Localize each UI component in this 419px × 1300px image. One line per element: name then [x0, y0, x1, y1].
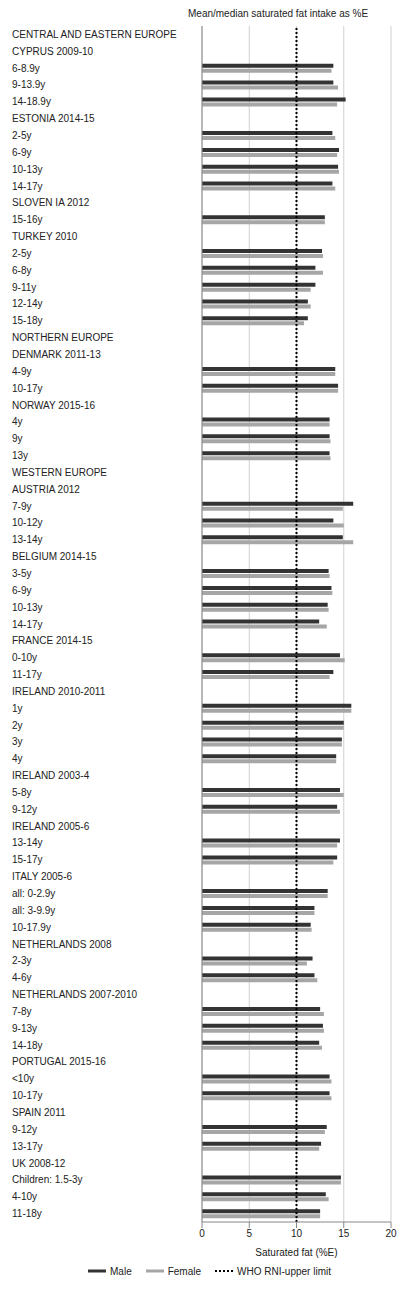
svg-text:9-13y: 9-13y [12, 1023, 37, 1034]
svg-text:2-5y: 2-5y [12, 248, 31, 259]
html-text:Female: Female [167, 1265, 202, 1277]
svg-text:13-14y: 13-14y [12, 837, 43, 848]
svg-text:13y: 13y [12, 450, 28, 461]
svg-text:SLOVEN IA 2012: SLOVEN IA 2012 [12, 197, 90, 208]
svg-text:<10y: <10y [12, 1073, 34, 1084]
svg-text:FRANCE 2014-15: FRANCE 2014-15 [12, 635, 93, 646]
svg-text:13-17y: 13-17y [12, 1141, 43, 1152]
svg-text:WESTERN EUROPE: WESTERN EUROPE [12, 467, 107, 478]
svg-text:10-17y: 10-17y [12, 383, 43, 394]
svg-text:6-8y: 6-8y [12, 265, 31, 276]
svg-text:all: 3-9.9y: all: 3-9.9y [12, 905, 55, 916]
svg-text:Saturated fat (%E): Saturated fat (%E) [255, 1247, 337, 1258]
svg-text:15-18y: 15-18y [12, 315, 43, 326]
svg-text:2y: 2y [12, 720, 23, 731]
svg-text:AUSTRIA 2012: AUSTRIA 2012 [12, 484, 80, 495]
svg-text:4y: 4y [12, 416, 23, 427]
svg-text:0: 0 [199, 1228, 205, 1239]
svg-text:TURKEY 2010: TURKEY 2010 [12, 231, 78, 242]
svg-text:9-12y: 9-12y [12, 804, 37, 815]
svg-text:10-17.9y: 10-17.9y [12, 922, 51, 933]
svg-text:ESTONIA 2014-15: ESTONIA 2014-15 [12, 113, 95, 124]
svg-text:4y: 4y [12, 753, 23, 764]
svg-text:12-14y: 12-14y [12, 298, 43, 309]
svg-text:NETHERLANDS 2007-2010: NETHERLANDS 2007-2010 [12, 989, 137, 1000]
svg-text:10: 10 [291, 1228, 303, 1239]
svg-text:10-17y: 10-17y [12, 1090, 43, 1101]
svg-text:6-9y: 6-9y [12, 585, 31, 596]
svg-text:15-16y: 15-16y [12, 214, 43, 225]
html-text:Male: Male [110, 1265, 132, 1277]
svg-text:CENTRAL AND EASTERN EUROPE: CENTRAL AND EASTERN EUROPE [12, 29, 177, 40]
svg-text:NETHERLANDS 2008: NETHERLANDS 2008 [12, 939, 112, 950]
svg-text:ITALY 2005-6: ITALY 2005-6 [12, 871, 72, 882]
svg-text:PORTUGAL 2015-16: PORTUGAL 2015-16 [12, 1056, 106, 1067]
svg-text:CYPRUS 2009-10: CYPRUS 2009-10 [12, 46, 94, 57]
svg-text:9y: 9y [12, 433, 23, 444]
svg-text:0-10y: 0-10y [12, 652, 37, 663]
svg-text:3y: 3y [12, 736, 23, 747]
svg-text:14-18y: 14-18y [12, 1040, 43, 1051]
svg-text:SPAIN 2011: SPAIN 2011 [12, 1107, 66, 1118]
svg-text:5-8y: 5-8y [12, 787, 31, 798]
svg-text:20: 20 [385, 1228, 397, 1239]
svg-text:14-17y: 14-17y [12, 619, 43, 630]
svg-text:14-18.9y: 14-18.9y [12, 96, 51, 107]
svg-text:3-5y: 3-5y [12, 568, 31, 579]
svg-text:10-13y: 10-13y [12, 164, 43, 175]
svg-text:10-12y: 10-12y [12, 517, 43, 528]
svg-text:7-8y: 7-8y [12, 1006, 31, 1017]
svg-text:15: 15 [338, 1228, 350, 1239]
svg-text:9-13.9y: 9-13.9y [12, 79, 45, 90]
svg-text:4-6y: 4-6y [12, 972, 31, 983]
svg-text:IRELAND 2003-4: IRELAND 2003-4 [12, 770, 90, 781]
svg-text:13-14y: 13-14y [12, 534, 43, 545]
svg-text:NORWAY 2015-16: NORWAY 2015-16 [12, 400, 95, 411]
svg-text:11-17y: 11-17y [12, 669, 42, 680]
svg-text:9-12y: 9-12y [12, 1124, 37, 1135]
svg-text:2-5y: 2-5y [12, 130, 31, 141]
svg-text:NORTHERN EUROPE: NORTHERN EUROPE [12, 332, 114, 343]
html-text:WHO RNI-upper limit: WHO RNI-upper limit [237, 1265, 331, 1277]
svg-text:DENMARK 2011-13: DENMARK 2011-13 [12, 349, 101, 360]
svg-text:IRELAND 2010-2011: IRELAND 2010-2011 [12, 686, 106, 697]
svg-text:IRELAND 2005-6: IRELAND 2005-6 [12, 821, 90, 832]
svg-text:2-3y: 2-3y [12, 955, 31, 966]
svg-text:6-8.9y: 6-8.9y [12, 63, 40, 74]
svg-text:5: 5 [246, 1228, 252, 1239]
svg-text:14-17y: 14-17y [12, 181, 43, 192]
svg-text:15-17y: 15-17y [12, 854, 43, 865]
svg-text:9-11y: 9-11y [12, 282, 36, 293]
svg-text:4-10y: 4-10y [12, 1191, 37, 1202]
svg-text:BELGIUM 2014-15: BELGIUM 2014-15 [12, 551, 97, 562]
svg-text:11-18y: 11-18y [12, 1208, 42, 1219]
html-text:Mean/median saturated fat inta: Mean/median saturated fat intake as %E [188, 8, 369, 19]
svg-text:Children: 1.5-3y: Children: 1.5-3y [12, 1174, 83, 1185]
svg-text:4-9y: 4-9y [12, 366, 31, 377]
svg-text:all: 0-2.9y: all: 0-2.9y [12, 888, 55, 899]
svg-text:7-9y: 7-9y [12, 501, 31, 512]
svg-text:10-13y: 10-13y [12, 602, 43, 613]
svg-text:1y: 1y [12, 703, 23, 714]
svg-text:UK 2008-12: UK 2008-12 [12, 1158, 66, 1169]
svg-text:6-9y: 6-9y [12, 147, 31, 158]
